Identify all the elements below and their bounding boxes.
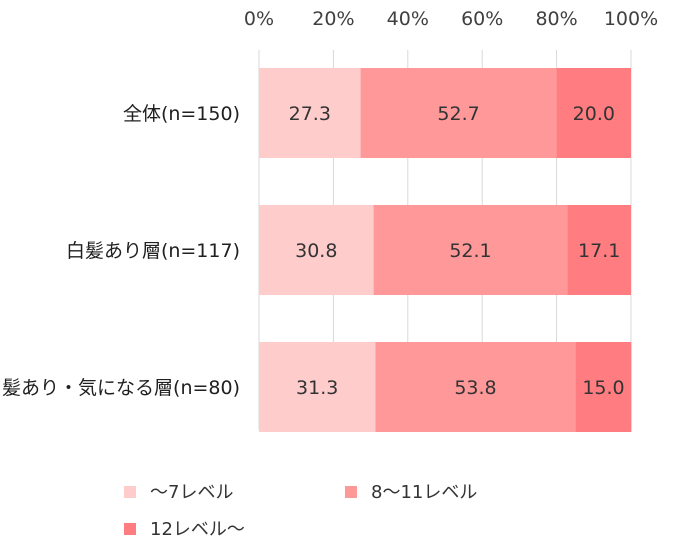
bar-segment (373, 205, 568, 295)
bar-segment (567, 205, 631, 295)
bar-segment (375, 342, 576, 432)
data-label: 20.0 (573, 103, 615, 125)
bar-segment (575, 342, 632, 432)
data-label: 53.8 (454, 377, 496, 399)
data-label: 52.1 (449, 240, 491, 262)
legend-item: ～7レベル (124, 482, 233, 503)
legend-swatch (124, 523, 136, 535)
legend: ～7レベル 8～11レベル 12レベル～ (124, 482, 477, 540)
category-labels: 全体(n=150) 白髪あり層(n=117) 白髪あり・気になる層(n=80) (0, 103, 240, 399)
bar-segment (259, 342, 376, 432)
x-tick-label: 80% (535, 8, 577, 30)
legend-swatch (124, 486, 136, 498)
bar-segment (259, 68, 361, 158)
legend-label: ～7レベル (150, 482, 233, 503)
data-label: 52.7 (437, 103, 479, 125)
bar-segment (556, 68, 631, 158)
legend-label: 8～11レベル (371, 482, 477, 503)
legend-label: 12レベル～ (150, 519, 245, 540)
category-label: 全体(n=150) (123, 103, 240, 125)
data-label: 15.0 (582, 377, 624, 399)
x-tick-label: 20% (312, 8, 354, 30)
x-tick-label: 100% (604, 8, 658, 30)
bar-segment (259, 205, 374, 295)
x-tick-label: 60% (461, 8, 503, 30)
bars (259, 68, 632, 432)
legend-item: 12レベル～ (124, 519, 245, 540)
data-label: 17.1 (578, 240, 620, 262)
legend-item: 8～11レベル (345, 482, 477, 503)
x-tick-label: 40% (387, 8, 429, 30)
data-labels: 27.3 52.7 20.0 30.8 52.1 17.1 31.3 53.8 15.0 (289, 103, 625, 399)
x-axis-ticks: 0% 20% 40% 60% 80% 100% (244, 8, 658, 30)
bar-segment (360, 68, 557, 158)
x-tick-label: 0% (244, 8, 274, 30)
legend-swatch (345, 486, 357, 498)
category-label: 白髪あり・気になる層(n=80) (0, 377, 240, 399)
data-label: 27.3 (289, 103, 331, 125)
data-label: 30.8 (295, 240, 337, 262)
category-label: 白髪あり層(n=117) (66, 240, 240, 262)
data-label: 31.3 (296, 377, 338, 399)
